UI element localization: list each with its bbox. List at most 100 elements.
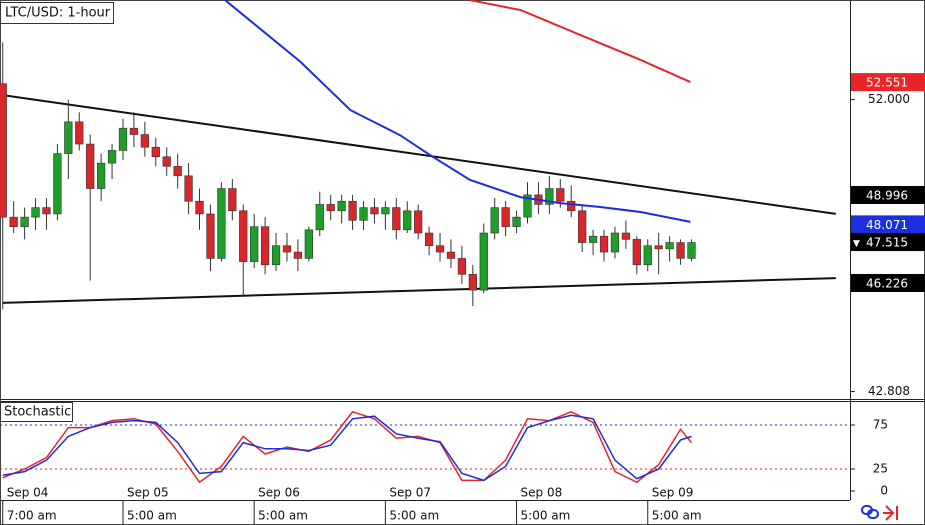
- candle-body: [315, 204, 324, 231]
- price-badge-label: 46.226: [866, 277, 908, 291]
- link-icon[interactable]: [861, 505, 879, 519]
- candle-body: [414, 210, 423, 234]
- candle-body: [53, 153, 62, 215]
- indicator-tick-label: 75: [873, 418, 888, 432]
- chart-title: LTC/USD: 1-hour: [5, 6, 111, 21]
- candle-body: [446, 251, 456, 259]
- candle-body: [0, 83, 7, 218]
- price-badge-label: 48.996: [866, 189, 908, 203]
- candle-body: [545, 188, 554, 205]
- stochastic-line: [2, 410, 693, 484]
- date-label: Sep 08: [521, 486, 563, 500]
- x-tick-label: 5:00 am: [127, 509, 177, 523]
- price-badge-label: 52.551: [866, 76, 908, 90]
- candle-body: [610, 232, 620, 253]
- x-tick-label: 5:00 am: [652, 509, 702, 523]
- moving-average: [224, 0, 691, 223]
- last-price-marker: ▼: [853, 239, 860, 249]
- candle-body: [326, 204, 335, 212]
- candle-body: [162, 156, 171, 167]
- date-label: Sep 05: [127, 486, 169, 500]
- candle-body: [86, 143, 95, 189]
- price-badge-label: 47.515: [866, 236, 908, 250]
- indicator-tick-label: 0: [880, 484, 888, 498]
- candle-body: [621, 232, 631, 240]
- candle-body: [424, 232, 434, 247]
- price-badge: [851, 215, 925, 234]
- candle-body: [468, 274, 477, 291]
- candle-body: [512, 216, 521, 227]
- candle-body: [239, 210, 248, 262]
- candle-body: [556, 188, 565, 202]
- candle-body: [129, 127, 139, 135]
- candle-body: [42, 207, 51, 215]
- candle-body: [151, 146, 160, 158]
- indicator-tick-label: 25: [873, 462, 888, 476]
- candle-body: [348, 200, 357, 221]
- price-badge: [851, 233, 925, 252]
- candle-body: [250, 226, 259, 262]
- candle-body: [282, 245, 292, 253]
- candle-body: [217, 188, 226, 259]
- x-tick-label: 5:00 am: [258, 509, 308, 523]
- candle-body: [20, 216, 29, 227]
- candle-body: [435, 245, 445, 253]
- x-tick-label: 5:00 am: [389, 509, 439, 523]
- candle-body: [140, 134, 149, 148]
- candle-body: [195, 200, 204, 215]
- moving-average: [469, 0, 691, 84]
- candle-body: [654, 245, 663, 250]
- candle-body: [588, 235, 598, 243]
- candle-body: [271, 245, 281, 266]
- indicator-title: Stochastic: [4, 405, 71, 420]
- candle-body: [9, 216, 18, 227]
- x-tick-label: 5:00 am: [521, 509, 571, 523]
- x-tick-label: 7:00 am: [7, 509, 57, 523]
- price-badge: [851, 186, 925, 205]
- candle-body: [578, 210, 587, 243]
- indicator-title-box: [0, 402, 73, 422]
- candle-body: [31, 207, 40, 218]
- candle-body: [665, 242, 674, 250]
- price-badge: [851, 73, 925, 92]
- trendline: [2, 277, 836, 304]
- candle-body: [599, 235, 609, 253]
- candle-body: [501, 207, 510, 227]
- stochastic-line: [2, 414, 692, 482]
- trendline: [2, 94, 836, 215]
- candle-body: [687, 242, 696, 259]
- candle-body: [457, 258, 467, 275]
- candle-body: [381, 207, 390, 215]
- candle-body: [304, 229, 313, 259]
- candle-body: [228, 188, 237, 212]
- price-badge-label: 48.071: [866, 218, 908, 232]
- candle-body: [107, 150, 117, 164]
- date-label: Sep 09: [652, 486, 694, 500]
- date-label: Sep 07: [389, 486, 431, 500]
- candle-body: [173, 165, 182, 177]
- candle-body: [392, 207, 401, 231]
- candle-body: [676, 242, 685, 259]
- date-label: Sep 04: [7, 486, 49, 500]
- candle-body: [184, 175, 193, 202]
- candle-body: [75, 121, 84, 145]
- candle-body: [370, 207, 379, 215]
- candle-body: [359, 207, 368, 221]
- scroll-end-arrow[interactable]: [883, 505, 898, 521]
- candle-body: [206, 213, 215, 259]
- candle-body: [632, 239, 641, 266]
- candle-body: [118, 127, 128, 151]
- scroll-end-icon[interactable]: [883, 505, 898, 521]
- candle-body: [64, 121, 73, 154]
- date-label: Sep 06: [258, 486, 300, 500]
- candle-body: [337, 200, 346, 212]
- candle-body: [523, 194, 532, 218]
- link-icon-part[interactable]: [867, 509, 879, 519]
- y-tick-label: 42.808: [868, 384, 910, 398]
- candle-body: [479, 232, 488, 291]
- candle-body: [293, 251, 303, 259]
- candle-body: [567, 200, 576, 212]
